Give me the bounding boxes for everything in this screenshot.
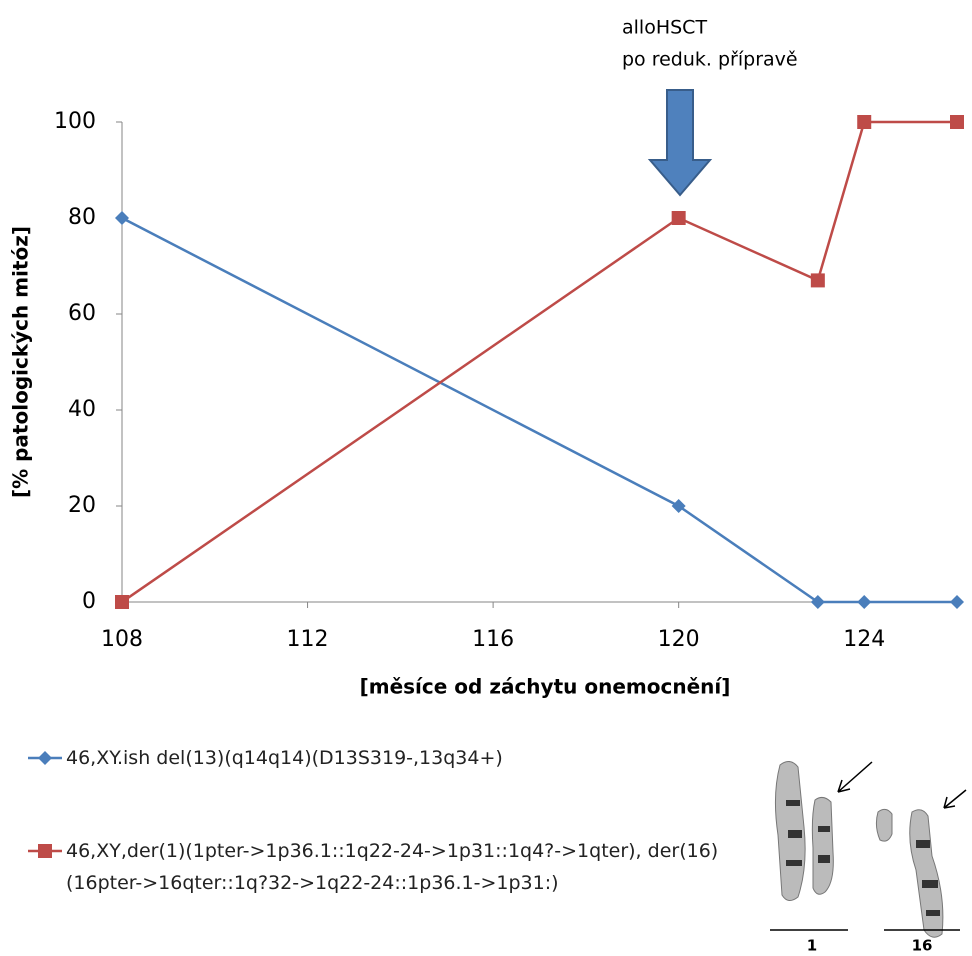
legend-label: 46,XY.ish del(13)(q14q14)(D13S319-,13q34… bbox=[66, 747, 503, 769]
y-tick-label: 0 bbox=[82, 589, 96, 614]
marker bbox=[115, 595, 129, 609]
legend-swatch bbox=[28, 751, 62, 765]
marker bbox=[38, 751, 52, 765]
annotation: alloHSCT bbox=[622, 17, 707, 39]
y-tick-label: 40 bbox=[68, 397, 96, 422]
y-tick-label: 80 bbox=[68, 205, 96, 230]
marker bbox=[671, 211, 686, 225]
x-tick-label: 116 bbox=[472, 627, 514, 652]
y-tick-label: 100 bbox=[54, 109, 96, 134]
legend-item: 46,XY,der(1)(1pter->1p36.1::1q22-24->1p3… bbox=[28, 835, 786, 899]
x-tick-label: 120 bbox=[658, 627, 700, 652]
x-tick-label: 108 bbox=[101, 627, 143, 652]
legend-label: 46,XY,der(1)(1pter->1p36.1::1q22-24->1p3… bbox=[66, 840, 719, 894]
image-label: 16 bbox=[912, 937, 933, 955]
x-tick-label: 124 bbox=[843, 627, 885, 652]
marker bbox=[950, 595, 964, 609]
x-axis-label: [měsíce od záchytu onemocnění] bbox=[360, 675, 731, 699]
marker bbox=[810, 595, 825, 609]
marker bbox=[810, 273, 825, 288]
x-tick-label: 112 bbox=[287, 627, 329, 652]
y-tick-label: 20 bbox=[68, 493, 96, 518]
legend-item: 46,XY.ish del(13)(q14q14)(D13S319-,13q34… bbox=[28, 742, 786, 774]
marker bbox=[857, 595, 872, 609]
y-tick-label: 60 bbox=[68, 301, 96, 326]
line bbox=[121, 216, 957, 604]
image-label: 1 bbox=[807, 937, 817, 955]
chart: alloHSCT po reduk. přípravě [měsíce od z… bbox=[9, 17, 964, 699]
line bbox=[121, 120, 957, 604]
annotation: po reduk. přípravě bbox=[622, 49, 798, 71]
marker bbox=[950, 115, 964, 129]
annotation-arrow bbox=[647, 89, 713, 197]
marker bbox=[857, 115, 872, 129]
marker bbox=[38, 844, 52, 858]
y-axis-label: [% patologických mitóz] bbox=[9, 226, 33, 498]
marker bbox=[115, 211, 129, 225]
legend-swatch bbox=[28, 844, 62, 858]
marker bbox=[671, 499, 686, 513]
